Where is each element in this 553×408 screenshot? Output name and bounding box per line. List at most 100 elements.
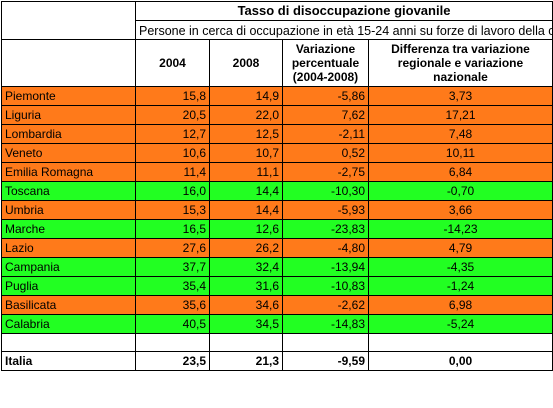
spacer-cell (209, 333, 283, 352)
region-cell: Toscana (1, 181, 136, 201)
variazione-cell: -2,62 (282, 295, 369, 315)
value-2008-cell: 10,7 (209, 143, 283, 163)
value-2004-cell: 12,7 (135, 124, 210, 144)
variazione-cell: -23,83 (282, 219, 369, 239)
table-row: Piemonte 15,8 14,9 -5,86 3,73 (1, 86, 553, 106)
differenza-cell: 7,48 (368, 124, 553, 144)
column-header-2008: 2008 (209, 39, 283, 87)
region-cell: Basilicata (1, 295, 136, 315)
value-2008-cell: 12,5 (209, 124, 283, 144)
differenza-cell: -14,23 (368, 219, 553, 239)
table-row: Umbria 15,3 14,4 -5,93 3,66 (1, 200, 553, 220)
differenza-cell: 17,21 (368, 105, 553, 125)
column-header-row: 2004 2008 Variazione percentuale (2004-2… (1, 39, 553, 87)
table-row: Veneto 10,6 10,7 0,52 10,11 (1, 143, 553, 163)
table-row: Campania 37,7 32,4 -13,94 -4,35 (1, 257, 553, 277)
region-cell: Lazio (1, 238, 136, 258)
value-2004-cell: 27,6 (135, 238, 210, 258)
value-2004-cell: 16,5 (135, 219, 210, 239)
differenza-cell: 10,11 (368, 143, 553, 163)
column-header-variazione: Variazione percentuale (2004-2008) (282, 39, 369, 87)
unemployment-table: Tasso di disoccupazione giovanile Person… (1, 1, 553, 371)
value-2004-cell: 40,5 (135, 314, 210, 334)
value-2004-cell: 35,4 (135, 276, 210, 296)
value-2008-cell: 12,6 (209, 219, 283, 239)
total-region-cell: Italia (1, 351, 136, 371)
region-cell: Veneto (1, 143, 136, 163)
value-2004-cell: 11,4 (135, 162, 210, 182)
table-row: Emilia Romagna 11,4 11,1 -2,75 6,84 (1, 162, 553, 182)
variazione-cell: 0,52 (282, 143, 369, 163)
total-row: Italia 23,5 21,3 -9,59 0,00 (1, 351, 553, 371)
value-2008-cell: 26,2 (209, 238, 283, 258)
variazione-cell: -10,83 (282, 276, 369, 296)
value-2004-cell: 20,5 (135, 105, 210, 125)
value-2008-cell: 14,4 (209, 181, 283, 201)
value-2004-cell: 15,8 (135, 86, 210, 106)
column-header-2004: 2004 (135, 39, 210, 87)
variazione-cell: -14,83 (282, 314, 369, 334)
table-row: Calabria 40,5 34,5 -14,83 -5,24 (1, 314, 553, 334)
differenza-cell: -1,24 (368, 276, 553, 296)
region-cell: Marche (1, 219, 136, 239)
spacer-cell (368, 333, 553, 352)
table-subtitle: Persone in cerca di occupazione in età 1… (135, 20, 553, 40)
differenza-cell: -4,35 (368, 257, 553, 277)
variazione-cell: -5,86 (282, 86, 369, 106)
region-cell: Campania (1, 257, 136, 277)
table-row: Marche 16,5 12,6 -23,83 -14,23 (1, 219, 553, 239)
value-2004-cell: 10,6 (135, 143, 210, 163)
region-cell: Umbria (1, 200, 136, 220)
total-differenza-cell: 0,00 (368, 351, 553, 371)
value-2008-cell: 31,6 (209, 276, 283, 296)
table-row: Lombardia 12,7 12,5 -2,11 7,48 (1, 124, 553, 144)
differenza-cell: 3,66 (368, 200, 553, 220)
value-2008-cell: 14,9 (209, 86, 283, 106)
region-cell: Lombardia (1, 124, 136, 144)
variazione-cell: -5,93 (282, 200, 369, 220)
region-cell: Liguria (1, 105, 136, 125)
value-2008-cell: 32,4 (209, 257, 283, 277)
column-header-differenza: Differenza tra variazione regionale e va… (368, 39, 553, 87)
table-row: Puglia 35,4 31,6 -10,83 -1,24 (1, 276, 553, 296)
value-2008-cell: 11,1 (209, 162, 283, 182)
table-row: Liguria 20,5 22,0 7,62 17,21 (1, 105, 553, 125)
table-title: Tasso di disoccupazione giovanile (135, 1, 553, 21)
region-cell: Piemonte (1, 86, 136, 106)
region-cell: Emilia Romagna (1, 162, 136, 182)
title-row: Tasso di disoccupazione giovanile (1, 1, 553, 40)
differenza-cell: -0,70 (368, 181, 553, 201)
value-2004-cell: 16,0 (135, 181, 210, 201)
differenza-cell: 4,79 (368, 238, 553, 258)
differenza-cell: -5,24 (368, 314, 553, 334)
variazione-cell: -10,30 (282, 181, 369, 201)
variazione-cell: -2,75 (282, 162, 369, 182)
differenza-cell: 6,98 (368, 295, 553, 315)
total-variazione-cell: -9,59 (282, 351, 369, 371)
variazione-cell: -2,11 (282, 124, 369, 144)
value-2008-cell: 34,5 (209, 314, 283, 334)
column-header-region (1, 39, 136, 87)
table-row: Basilicata 35,6 34,6 -2,62 6,98 (1, 295, 553, 315)
table-row: Lazio 27,6 26,2 -4,80 4,79 (1, 238, 553, 258)
variazione-cell: -13,94 (282, 257, 369, 277)
variazione-cell: 7,62 (282, 105, 369, 125)
differenza-cell: 3,73 (368, 86, 553, 106)
variazione-cell: -4,80 (282, 238, 369, 258)
total-2008-cell: 21,3 (209, 351, 283, 371)
region-cell: Puglia (1, 276, 136, 296)
spacer-cell (282, 333, 369, 352)
total-2004-cell: 23,5 (135, 351, 210, 371)
corner-cell (1, 1, 136, 40)
differenza-cell: 6,84 (368, 162, 553, 182)
value-2008-cell: 14,4 (209, 200, 283, 220)
value-2004-cell: 35,6 (135, 295, 210, 315)
value-2008-cell: 22,0 (209, 105, 283, 125)
spacer-cell (1, 333, 136, 352)
spacer-cell (135, 333, 210, 352)
spacer-row (1, 333, 553, 352)
region-cell: Calabria (1, 314, 136, 334)
value-2004-cell: 37,7 (135, 257, 210, 277)
value-2004-cell: 15,3 (135, 200, 210, 220)
value-2008-cell: 34,6 (209, 295, 283, 315)
